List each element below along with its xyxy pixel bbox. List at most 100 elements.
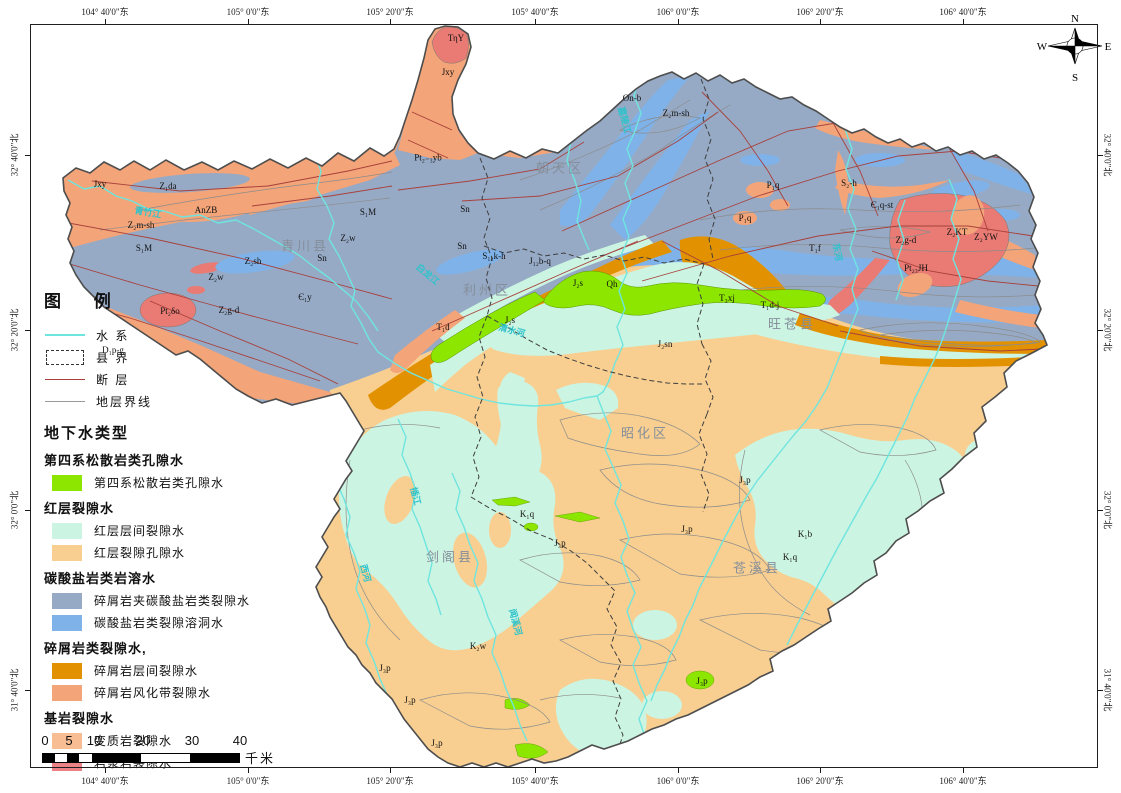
geo-unit-label: D₁p-g <box>102 345 124 355</box>
graticule-tick <box>678 768 679 773</box>
scalebar-numbers: 0 5 10 20 30 40 <box>41 733 302 748</box>
geo-unit-label: Z₁da <box>159 181 177 191</box>
lon-label: 105° 40'0"东 <box>511 7 559 17</box>
county-label: 青川县 <box>280 238 330 254</box>
graticule-tick <box>678 19 679 24</box>
geo-unit-label: Z₂m-sh <box>662 108 690 118</box>
geo-unit-label: On-b <box>622 93 642 103</box>
neck-cap-igneous <box>431 26 469 64</box>
groundwater-type-title: 地下水类型 <box>44 425 130 442</box>
geo-unit-label: Є₁q-st <box>870 200 894 210</box>
legend-item-label: 断 层 <box>96 372 130 387</box>
legend-color-item: 红层层间裂隙水 <box>44 522 294 539</box>
graticule-tick <box>1098 690 1103 691</box>
graticule-tick <box>963 768 964 773</box>
legend-section-heading: 红层裂隙水 <box>44 501 115 516</box>
graticule-tick <box>1098 155 1103 156</box>
compass-n: N <box>1071 13 1079 25</box>
geo-unit-label: Pt₂δo <box>160 306 180 316</box>
fault-symbol <box>44 378 86 380</box>
legend-color-item: 红层裂隙孔隙水 <box>44 544 294 561</box>
color-swatch-label: 第四系松散岩类孔隙水 <box>94 476 225 490</box>
county-boundaries <box>470 78 716 754</box>
strata-symbol <box>44 400 86 402</box>
geo-unit-label: J₃p <box>681 524 693 534</box>
river-jialing-lower <box>596 395 652 756</box>
graticule-tick <box>820 19 821 24</box>
color-swatch-label: 碎屑岩夹碳酸盐岩类裂隙水 <box>94 594 251 608</box>
scalebar-number: 0 <box>41 733 49 748</box>
scalebar-number: 5 <box>65 733 73 748</box>
geo-unit-label: Jxy <box>93 179 107 189</box>
river-chajiang <box>397 418 442 616</box>
geo-unit-label: T₁f <box>809 243 821 253</box>
geo-unit-label: Pt₂₋₃yb <box>414 152 442 163</box>
geo-unit-label: Sn <box>317 253 327 263</box>
geo-unit-label: J₃p <box>379 663 391 673</box>
geo-unit-label: S₂-h <box>841 178 857 188</box>
county-label: 剑阁县 <box>425 549 475 565</box>
geo-unit-label: J₂sn <box>657 339 673 349</box>
region-south-quaternary <box>289 496 715 763</box>
graticule-tick <box>390 768 391 773</box>
color-swatch-label: 碎屑岩风化带裂隙水 <box>94 686 212 700</box>
geo-unit-label: K₁b <box>797 529 813 539</box>
geo-unit-label: J₃p <box>431 738 443 748</box>
lat-label: 31° 40'0"北 <box>9 668 20 712</box>
legend-sections: 第四系松散岩类孔隙水 第四系松散岩类孔隙水 红层裂隙水 红层层间裂隙水 红层裂隙孔隙水碳… <box>44 450 294 771</box>
river-jialing-upper <box>596 78 642 397</box>
geo-unit-label: K₂w <box>469 641 487 651</box>
compass-s: S <box>1072 72 1078 84</box>
lat-label: 32° 40'0"北 <box>1102 133 1113 177</box>
legend-color-item: 碎屑岩层间裂隙水 <box>44 662 294 679</box>
geo-unit-label: Pt₂₃JH <box>904 263 928 273</box>
legend-item-strata: 地层界线 <box>44 390 294 412</box>
geo-unit-label: J₂s <box>504 315 516 325</box>
geo-unit-label: S₁M <box>359 207 377 217</box>
scalebar-segment <box>141 753 190 762</box>
lon-label: 106° 40'0"东 <box>939 7 987 17</box>
geo-unit-label: Z₂sh <box>244 256 262 266</box>
color-swatch <box>52 732 82 749</box>
scalebar-number: 20 <box>135 733 151 748</box>
geo-unit-label: S₁M <box>135 243 153 253</box>
graticule-tick <box>25 155 30 156</box>
graticule-tick <box>535 19 536 24</box>
graticule-tick <box>1098 330 1103 331</box>
legend-item-water: 水 系 <box>44 324 294 346</box>
color-swatch <box>52 544 82 561</box>
geo-unit-label: J₃p <box>696 676 708 686</box>
scalebar-segment <box>190 753 239 762</box>
geo-unit-label: T₃xj <box>719 293 735 303</box>
legend-color-item: 第四系松散岩类孔隙水 <box>44 474 294 491</box>
legend-color-item: 碳酸盐岩类裂隙溶洞水 <box>44 614 294 631</box>
county-label: 苍溪县 <box>732 560 782 576</box>
color-swatch-label: 碳酸盐岩类裂隙溶洞水 <box>94 616 225 630</box>
county-label: 利州区 <box>462 282 512 298</box>
lon-label: 105° 0'0"东 <box>226 776 270 786</box>
color-swatch <box>52 662 82 679</box>
lat-label: 32° 40'0"北 <box>9 133 20 177</box>
graticule-tick <box>535 768 536 773</box>
lon-label: 106° 20'0"东 <box>796 7 844 17</box>
graticule-tick <box>25 510 30 511</box>
geo-unit-label: Jxy <box>441 67 455 77</box>
river-qingzhu <box>67 179 379 332</box>
geo-unit-label: Z₂w <box>340 233 356 243</box>
geo-unit-label: Sn <box>457 241 467 251</box>
legend-title: 图 例 <box>44 292 125 311</box>
geo-unit-label: J₁₂b-q <box>529 256 551 266</box>
geo-unit-label: P₁q <box>738 213 752 223</box>
geo-unit-label: P₁q <box>766 180 780 190</box>
river-wenxi <box>451 472 528 742</box>
lon-label: 105° 20'0"东 <box>366 7 414 17</box>
graticule-tick <box>820 768 821 773</box>
geo-unit-label: J₃p <box>554 538 566 548</box>
rivers <box>67 78 962 756</box>
lon-label: 106° 20'0"东 <box>796 776 844 786</box>
legend-color-item: 碎屑岩风化带裂隙水 <box>44 684 294 701</box>
river-donghe <box>650 128 859 702</box>
scalebar-segment <box>79 753 92 762</box>
strata-swatch <box>45 400 85 402</box>
